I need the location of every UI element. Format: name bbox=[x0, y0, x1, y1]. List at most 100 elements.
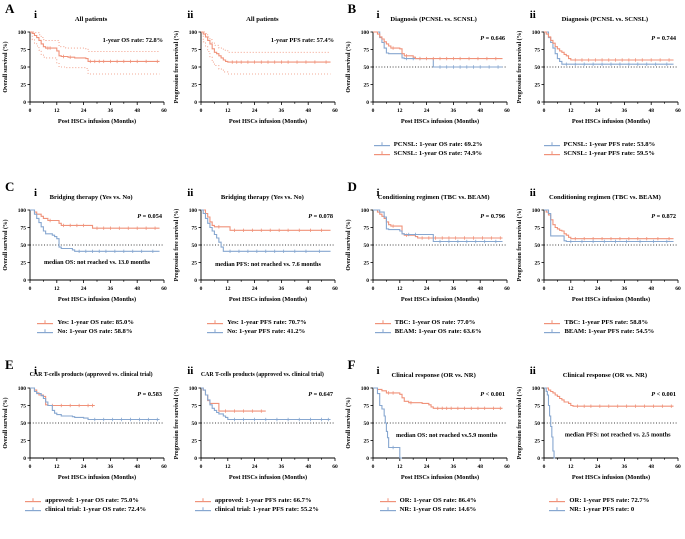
x-tick-label: 24 bbox=[595, 286, 601, 292]
x-tick-label: 12 bbox=[225, 108, 231, 114]
y-tick-label: 50 bbox=[363, 65, 369, 71]
x-tick-label: 24 bbox=[252, 108, 258, 114]
y-axis-label: Overall survival (%) bbox=[345, 219, 352, 270]
p-value: P = 0.647 bbox=[308, 391, 333, 398]
p-value: P = 0.646 bbox=[480, 35, 505, 42]
p-value-symbol: P bbox=[651, 35, 655, 42]
km-plot: 100 75 50 25 00 12 24 36 48 60 Post HSCs infusion … bbox=[516, 208, 681, 303]
y-tick-label: 75 bbox=[534, 226, 540, 232]
x-tick-label: 36 bbox=[450, 464, 456, 470]
subpanel-label: i bbox=[376, 9, 380, 21]
plot-title: CAR T-cells products (approved vs. clini… bbox=[200, 372, 324, 378]
x-axis-label: Post HSCs infusion (Months) bbox=[400, 118, 478, 125]
legend-label: NR: 1-year PFS rate: 0 bbox=[569, 506, 635, 513]
x-tick-label: 12 bbox=[397, 286, 403, 292]
y-axis-label: Progression free survival (%) bbox=[516, 209, 523, 282]
legend-item-approved: approved: 1-year PFS rate: 66.7% bbox=[194, 497, 312, 504]
legend-item-beam: BEAM: 1-year OS rate: 63.6% bbox=[374, 328, 482, 335]
p-value-symbol: P bbox=[651, 391, 655, 398]
subpanel-label: ii bbox=[187, 365, 194, 377]
plot-title: Diagnosis (PCNSL vs. SCNSL) bbox=[390, 16, 477, 23]
legend: Yes: 1-year PFS rate: 70.7% No: 1-year PF… bbox=[171, 319, 342, 335]
y-tick-label: 50 bbox=[21, 243, 27, 249]
legend-line-marker bbox=[25, 498, 42, 503]
x-tick-label: 60 bbox=[504, 286, 510, 292]
y-tick-label: 75 bbox=[192, 48, 198, 54]
y-tick-label: 25 bbox=[21, 83, 27, 89]
x-tick-label: 12 bbox=[568, 108, 574, 114]
legend-label: No: 1-year OS rate: 58.8% bbox=[57, 328, 133, 335]
y-tick-label: 25 bbox=[192, 439, 198, 445]
median-note: median OS: not reached vs.5.9 months bbox=[395, 432, 497, 439]
plot-title: Bridging therapy (Yes vs. No) bbox=[49, 194, 133, 201]
legend-label: clinical trial: 1-year OS rate: 72.4% bbox=[45, 506, 147, 513]
legend-item-beam: BEAM: 1-year PFS rate: 54.5% bbox=[544, 328, 654, 335]
subpanel-label: ii bbox=[529, 187, 536, 199]
y-tick-label: 0 bbox=[537, 278, 540, 284]
km-plot: 100 75 50 25 00 12 24 36 48 60 Post HSCs infusion … bbox=[173, 30, 339, 125]
legend-line-marker bbox=[543, 151, 560, 156]
x-tick-label: 36 bbox=[621, 108, 627, 114]
p-value-number: = 0.054 bbox=[141, 213, 163, 220]
legend-item-clinical-trial: clinical trial: 1-year PFS rate: 55.2% bbox=[194, 506, 319, 513]
survival-curve-or bbox=[543, 387, 674, 407]
legend-item-scnsl: SCNSL: 1-year OS rate: 74.9% bbox=[373, 150, 483, 157]
p-value: P = 0.054 bbox=[137, 213, 163, 220]
subpanel-label: i bbox=[376, 365, 380, 377]
legend-item-nr: NR: 1-year PFS rate: 0 bbox=[549, 506, 634, 513]
legend-label: SCNSL: 1-year OS rate: 74.9% bbox=[393, 150, 483, 157]
km-plot: 100 75 50 25 00 12 24 36 48 60 Post HSCs infusion … bbox=[345, 386, 510, 481]
legend-line-marker bbox=[37, 329, 54, 334]
legend-item-yes: Yes: 1-year PFS rate: 70.7% bbox=[207, 319, 307, 326]
subpanel-label: ii bbox=[187, 187, 194, 199]
km-plot: 100 75 50 25 00 12 24 36 48 60 Post HSCs infusion … bbox=[173, 208, 338, 303]
y-tick-label: 50 bbox=[534, 421, 540, 427]
y-tick-label: 100 bbox=[360, 30, 369, 36]
survival-curve-no bbox=[30, 209, 160, 252]
x-tick-label: 60 bbox=[161, 286, 167, 292]
y-tick-label: 75 bbox=[21, 404, 27, 410]
x-tick-label: 0 bbox=[29, 464, 32, 470]
x-tick-label: 48 bbox=[648, 108, 654, 114]
x-tick-label: 24 bbox=[252, 464, 258, 470]
p-value-number: = 0.646 bbox=[484, 35, 505, 42]
x-tick-label: 0 bbox=[29, 286, 32, 292]
plot-title: All patients bbox=[246, 16, 279, 23]
x-tick-label: 0 bbox=[542, 108, 545, 114]
x-tick-label: 48 bbox=[134, 108, 140, 114]
y-tick-label: 50 bbox=[534, 243, 540, 249]
km-plot: 100 75 50 25 00 12 24 36 48 60 Post HSCs infusion … bbox=[516, 386, 681, 481]
x-tick-label: 60 bbox=[333, 108, 339, 114]
x-tick-label: 12 bbox=[397, 464, 403, 470]
legend-line-marker bbox=[549, 498, 566, 503]
subplot-ii-11: ii Clinical response (OR vs. NR) 100 75 50 25… bbox=[514, 356, 685, 539]
panel-letter-A: A bbox=[5, 1, 15, 16]
km-plot: 100 75 50 25 00 12 24 36 48 60 Post HSCs infusion … bbox=[2, 386, 167, 481]
panel-letter-E: E bbox=[5, 357, 14, 372]
x-tick-label: 48 bbox=[134, 464, 140, 470]
survival-curve-clinical-trial bbox=[30, 387, 160, 421]
panel-letter-C: C bbox=[5, 179, 15, 194]
plot-title: Conditioning regimen (TBC vs. BEAM) bbox=[377, 194, 490, 201]
legend-line-marker bbox=[549, 507, 566, 512]
panel-letter-F: F bbox=[347, 357, 356, 372]
y-tick-label: 50 bbox=[363, 243, 369, 249]
survival-curve-no bbox=[201, 209, 331, 252]
legend-line-marker bbox=[25, 507, 42, 512]
x-tick-label: 24 bbox=[595, 108, 601, 114]
subpanel-label: ii bbox=[529, 9, 536, 21]
legend: PCNSL: 1-year PFS rate: 53.8% SCNSL: 1-ye… bbox=[514, 141, 685, 157]
legend-items: OR: 1-year OS rate: 86.4% NR: 1-year OS r… bbox=[379, 497, 477, 513]
panel-letter-D: D bbox=[347, 179, 357, 194]
x-tick-label: 24 bbox=[252, 286, 258, 292]
subplot-ii-7: ii Conditioning regimen (TBC vs. BEAM) 100… bbox=[514, 178, 685, 356]
y-axis-label: Progression free survival (%) bbox=[173, 387, 180, 460]
legend: OR: 1-year OS rate: 86.4% NR: 1-year OS r… bbox=[343, 497, 514, 513]
legend-line-marker bbox=[374, 329, 391, 334]
x-axis-label: Post HSCs infusion (Months) bbox=[572, 118, 650, 125]
median-note: median PFS: not reached vs. 2.5 months bbox=[565, 431, 671, 438]
y-tick-label: 0 bbox=[537, 100, 540, 106]
y-tick-label: 100 bbox=[189, 386, 198, 392]
legend-label: Yes: 1-year PFS rate: 70.7% bbox=[227, 319, 307, 326]
y-tick-label: 50 bbox=[192, 65, 198, 71]
